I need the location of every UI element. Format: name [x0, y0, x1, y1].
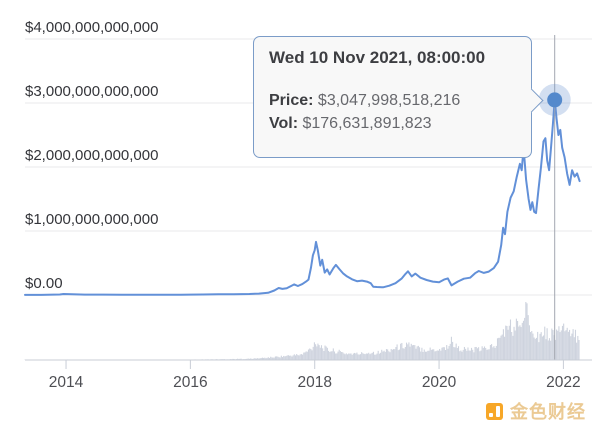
x-axis-label: 2020: [422, 374, 457, 391]
jinse-logo-icon: [486, 402, 503, 420]
price-line-series: [24, 98, 581, 296]
tooltip-price-value: $3,047,998,518,216: [317, 92, 461, 109]
volume-bars-series: [24, 302, 580, 360]
tooltip-date: Wed 10 Nov 2021, 08:00:00: [269, 48, 486, 67]
jinse-finance-watermark: 金色财经: [486, 398, 586, 424]
tooltip-vol-label: Vol:: [269, 115, 299, 132]
x-axis-label: 2016: [173, 374, 207, 391]
y-axis-label: $0.00: [25, 275, 63, 292]
tooltip-vol-value: $176,631,891,823: [302, 115, 432, 132]
y-axis-label: $4,000,000,000,000: [25, 19, 158, 36]
x-axis-label: 2014: [49, 374, 84, 391]
watermark-text: 金色财经: [510, 402, 586, 422]
x-axis-label: 2022: [546, 374, 580, 391]
y-axis-label: $3,000,000,000,000: [25, 83, 158, 100]
chart-tooltip: Wed 10 Nov 2021, 08:00:00 Price: $3,047,…: [253, 36, 544, 158]
y-axis-label: $2,000,000,000,000: [25, 147, 158, 164]
highlight-marker[interactable]: [547, 92, 563, 108]
x-axis-label: 2018: [297, 374, 331, 391]
tooltip-price-label: Price:: [269, 92, 314, 109]
tooltip-price-row: Price: $3,047,998,518,216: [269, 89, 516, 112]
tooltip-vol-row: Vol: $176,631,891,823: [269, 112, 516, 135]
y-axis-label: $1,000,000,000,000: [25, 211, 158, 228]
